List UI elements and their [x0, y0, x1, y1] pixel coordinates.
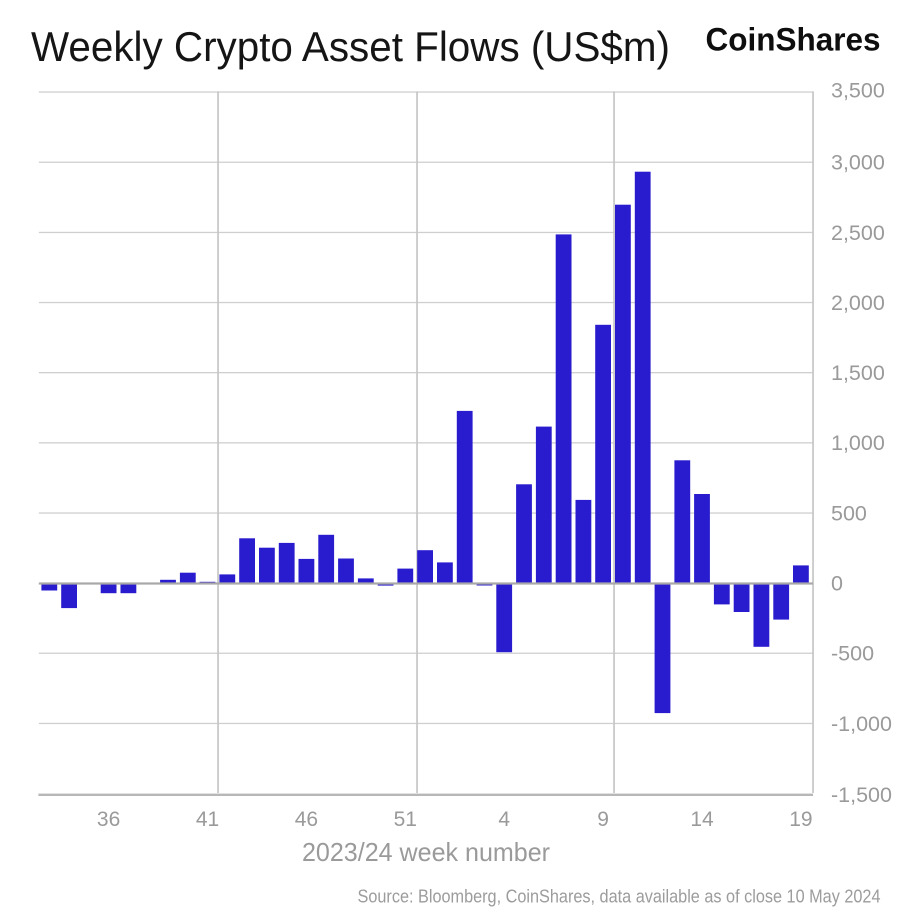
svg-text:41: 41 [196, 808, 219, 831]
svg-text:3,000: 3,000 [831, 151, 885, 175]
svg-text:14: 14 [690, 808, 714, 831]
svg-text:19: 19 [789, 808, 812, 831]
svg-text:-1,000: -1,000 [831, 712, 892, 736]
svg-text:-500: -500 [831, 642, 874, 666]
svg-text:CoinShares: CoinShares [706, 22, 881, 58]
svg-text:500: 500 [831, 501, 867, 525]
svg-text:1,500: 1,500 [831, 361, 885, 385]
svg-text:1,000: 1,000 [831, 431, 885, 455]
svg-text:2023/24 week number: 2023/24 week number [302, 837, 550, 867]
svg-text:3,500: 3,500 [831, 79, 885, 103]
svg-text:46: 46 [295, 808, 318, 831]
svg-text:4: 4 [498, 808, 510, 831]
svg-text:2,000: 2,000 [831, 291, 885, 315]
svg-text:Weekly Crypto Asset Flows (US$: Weekly Crypto Asset Flows (US$m) [31, 23, 670, 70]
svg-text:-1,500: -1,500 [831, 783, 892, 807]
svg-text:9: 9 [597, 808, 609, 831]
svg-text:2,500: 2,500 [831, 221, 885, 245]
svg-text:51: 51 [394, 808, 417, 831]
svg-text:Source: Bloomberg, CoinShares,: Source: Bloomberg, CoinShares, data avai… [358, 886, 881, 907]
svg-text:0: 0 [831, 572, 843, 596]
svg-text:36: 36 [97, 808, 120, 831]
